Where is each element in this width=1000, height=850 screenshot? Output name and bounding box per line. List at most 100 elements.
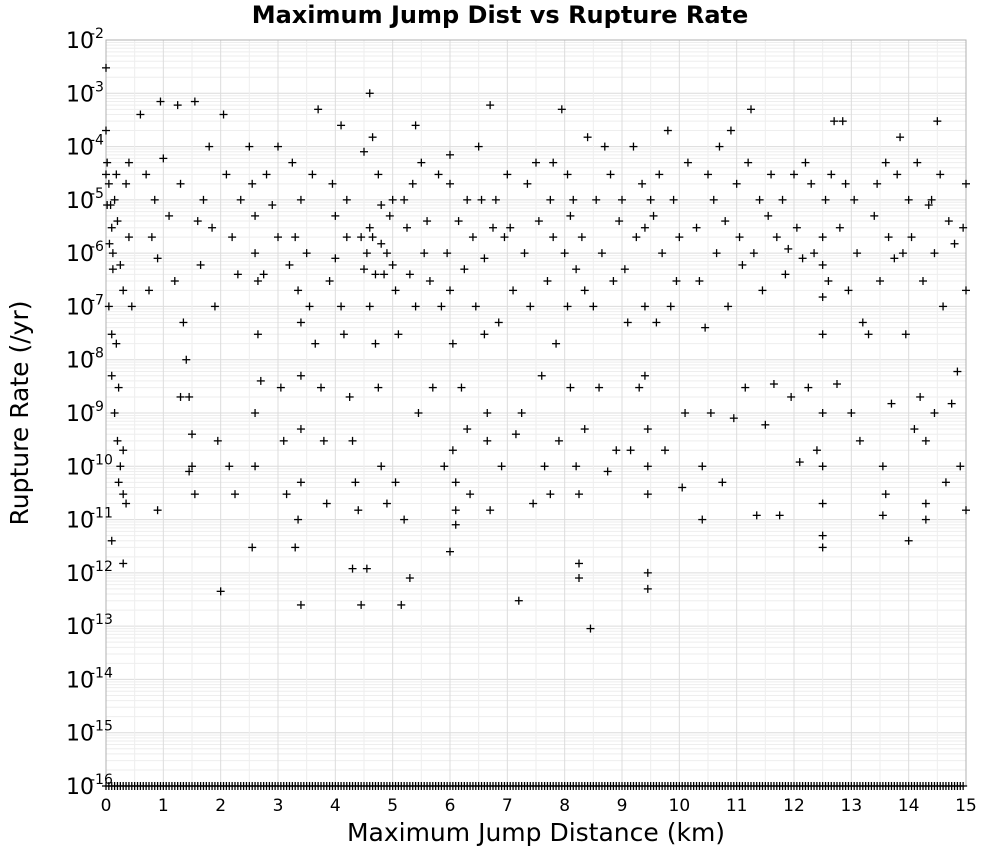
- scatter-point: [446, 547, 454, 556]
- scatter-point: [517, 409, 526, 417]
- x-tick-label: 8: [559, 796, 570, 816]
- scatter-point: [560, 249, 569, 258]
- y-tick-label: 10-9: [66, 399, 104, 427]
- x-axis-ticks: 0 1 2 3 4 5 6 7 8 9 10 11 12 13 14 15: [101, 796, 977, 816]
- y-tick-exponent: -3: [90, 79, 104, 95]
- scatter-point: [881, 490, 890, 499]
- scatter-point: [850, 195, 859, 204]
- scatter-point: [443, 249, 452, 258]
- scatter-point: [411, 302, 420, 311]
- scatter-point: [159, 154, 168, 163]
- x-axis-label: Maximum Jump Distance (km): [347, 818, 725, 847]
- scatter-point: [944, 217, 953, 226]
- scatter-point: [176, 179, 185, 188]
- scatter-point: [282, 490, 291, 499]
- scatter-point: [185, 467, 194, 476]
- scatter-point: [606, 170, 615, 179]
- scatter-point: [348, 564, 357, 573]
- scatter-point: [446, 286, 454, 295]
- scatter-point: [208, 223, 217, 232]
- y-tick-base: 10: [66, 29, 94, 54]
- scatter-point: [804, 383, 813, 392]
- scatter-point: [108, 249, 117, 258]
- y-tick-label: 10-5: [66, 186, 104, 214]
- scatter-point: [681, 409, 690, 417]
- scatter-point: [790, 170, 798, 179]
- scatter-point: [236, 195, 245, 204]
- scatter-point: [818, 543, 827, 552]
- scatter-point: [552, 339, 561, 348]
- y-tick-label: 10-8: [66, 346, 104, 374]
- scatter-point: [268, 201, 277, 210]
- scatter-point: [509, 286, 518, 295]
- scatter-point: [136, 110, 145, 119]
- scatter-point: [844, 286, 853, 295]
- scatter-point: [216, 587, 225, 596]
- scatter-point: [640, 371, 649, 380]
- scatter-point: [319, 436, 328, 445]
- scatter-point: [291, 233, 300, 242]
- scatter-point: [916, 392, 925, 401]
- scatter-point: [930, 249, 939, 258]
- scatter-point: [726, 126, 735, 135]
- scatter-point: [549, 158, 558, 167]
- scatter-point: [798, 254, 807, 263]
- y-tick-label: 10-11: [66, 506, 113, 534]
- scatter-point: [878, 462, 887, 471]
- scatter-point: [947, 399, 956, 408]
- grid-lines: [105, 39, 967, 787]
- y-tick-label: 10-4: [66, 133, 104, 161]
- scatter-point: [818, 233, 827, 242]
- scatter-point: [749, 249, 758, 258]
- y-tick-exponent: -7: [90, 292, 104, 308]
- scatter-point: [818, 531, 827, 540]
- x-tick-label: 11: [726, 796, 748, 816]
- y-tick-base: 10: [66, 562, 94, 587]
- scatter-point: [388, 260, 397, 269]
- scatter-point: [563, 170, 572, 179]
- scatter-point: [345, 392, 354, 401]
- scatter-point: [678, 483, 687, 492]
- x-tick-label: 13: [841, 796, 863, 816]
- scatter-point: [448, 446, 457, 455]
- scatter-point: [274, 233, 282, 242]
- scatter-point: [741, 383, 750, 392]
- scatter-point: [795, 458, 804, 467]
- scatter-point: [821, 195, 830, 204]
- scatter-point: [147, 233, 156, 242]
- scatter-point: [253, 277, 262, 286]
- scatter-point: [632, 233, 641, 242]
- scatter-point: [108, 265, 117, 274]
- scatter-point: [251, 249, 260, 258]
- scatter-point: [870, 211, 879, 220]
- scatter-point: [830, 117, 839, 126]
- y-tick-exponent: -16: [90, 772, 113, 788]
- scatter-point: [956, 462, 965, 471]
- x-tick-label: 14: [898, 796, 920, 816]
- scatter-point: [890, 254, 899, 263]
- x-tick-label: 10: [669, 796, 691, 816]
- scatter-point: [775, 511, 784, 520]
- scatter-point: [428, 383, 437, 392]
- y-tick-base: 10: [66, 615, 94, 640]
- scatter-point: [374, 170, 383, 179]
- scatter-point: [331, 254, 340, 263]
- y-axis-label: Rupture Rate (/yr): [5, 301, 34, 526]
- scatter-point: [959, 782, 968, 790]
- y-tick-exponent: -15: [90, 719, 113, 735]
- scatter-point: [950, 239, 959, 248]
- scatter-point: [388, 195, 397, 204]
- scatter-point: [119, 559, 128, 568]
- scatter-point: [331, 211, 340, 220]
- scatter-point: [434, 170, 443, 179]
- scatter-point: [403, 223, 411, 232]
- chart-title: Maximum Jump Dist vs Rupture Rate: [252, 1, 749, 29]
- scatter-point: [781, 270, 790, 279]
- scatter-point: [279, 436, 288, 445]
- scatter-point: [360, 265, 368, 274]
- scatter-point: [672, 277, 681, 286]
- scatter-point: [638, 179, 647, 188]
- scatter-point: [778, 195, 787, 204]
- scatter-point: [554, 436, 563, 445]
- scatter-point: [119, 490, 128, 499]
